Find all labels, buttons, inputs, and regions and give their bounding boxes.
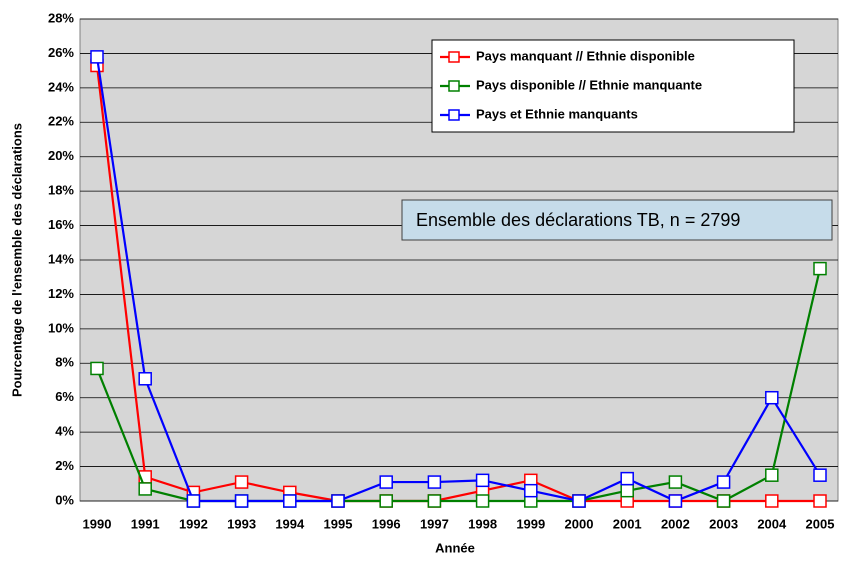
marker xyxy=(90,50,104,64)
marker xyxy=(283,494,297,508)
y-tick-label: 2% xyxy=(55,458,74,473)
marker xyxy=(427,494,442,508)
y-tick-label: 12% xyxy=(48,286,74,301)
marker xyxy=(620,483,634,498)
marker xyxy=(620,471,634,486)
marker xyxy=(90,361,104,376)
series-line xyxy=(95,65,820,503)
marker xyxy=(765,468,779,482)
x-tick-label: 1994 xyxy=(275,516,305,531)
annotation: Ensemble des déclarations TB, n = 2799 xyxy=(416,210,740,230)
y-tick-label: 28% xyxy=(48,10,74,25)
legend-marker xyxy=(448,109,460,121)
marker xyxy=(765,390,779,405)
marker xyxy=(813,468,827,482)
marker xyxy=(234,475,249,489)
x-tick-label: 1993 xyxy=(227,516,256,531)
y-tick-label: 16% xyxy=(48,217,74,232)
x-tick-label: 2003 xyxy=(709,516,738,531)
y-tick-label: 10% xyxy=(48,320,74,335)
marker xyxy=(186,494,201,508)
y-tick-label: 20% xyxy=(48,148,74,163)
y-tick-label: 18% xyxy=(48,183,74,198)
y-tick-label: 0% xyxy=(55,492,74,507)
marker xyxy=(331,494,345,508)
x-tick-label: 1998 xyxy=(468,516,497,531)
marker xyxy=(427,475,442,489)
marker xyxy=(572,494,586,508)
x-tick-label: 2000 xyxy=(565,516,594,531)
series-line xyxy=(95,56,821,503)
marker xyxy=(524,483,538,498)
marker xyxy=(234,494,249,508)
x-tick-label: 2005 xyxy=(806,516,835,531)
marker xyxy=(765,494,779,508)
y-tick-label: 14% xyxy=(48,251,74,266)
marker xyxy=(475,494,490,508)
x-tick-label: 1992 xyxy=(179,516,208,531)
annotation-box xyxy=(401,199,833,241)
marker xyxy=(716,494,731,508)
marker xyxy=(379,494,393,508)
x-tick-label: 1999 xyxy=(516,516,545,531)
x-tick-label: 1995 xyxy=(324,516,353,531)
y-tick-label: 26% xyxy=(48,45,74,60)
marker xyxy=(813,494,827,508)
marker xyxy=(813,261,827,276)
marker xyxy=(716,475,731,489)
x-tick-label: 1996 xyxy=(372,516,401,531)
y-tick-label: 8% xyxy=(55,355,74,370)
x-tick-label: 2001 xyxy=(613,516,642,531)
legend-label: Pays disponible // Ethnie manquante xyxy=(476,77,702,92)
x-tick-label: 2004 xyxy=(757,516,787,531)
marker xyxy=(475,473,490,488)
y-tick-label: 24% xyxy=(48,79,74,94)
x-axis-label: Année xyxy=(435,540,475,555)
x-tick-label: 1990 xyxy=(83,516,112,531)
y-tick-label: 22% xyxy=(48,114,74,129)
legend-label: Pays manquant // Ethnie disponible xyxy=(476,48,695,63)
legend-box xyxy=(431,39,795,133)
y-tick-label: 6% xyxy=(55,389,74,404)
marker xyxy=(138,482,152,496)
marker xyxy=(668,494,683,508)
marker xyxy=(668,475,683,489)
legend-label: Pays et Ethnie manquants xyxy=(476,106,638,121)
legend-marker xyxy=(448,80,460,92)
y-tick-label: 4% xyxy=(55,424,74,439)
y-axis-label: Pourcentage de l'ensemble des déclaratio… xyxy=(9,123,24,397)
marker xyxy=(379,475,393,489)
legend-marker xyxy=(448,51,460,63)
x-tick-label: 1991 xyxy=(131,516,160,531)
x-tick-label: 1997 xyxy=(420,516,449,531)
marker xyxy=(138,372,152,386)
x-tick-label: 2002 xyxy=(661,516,690,531)
